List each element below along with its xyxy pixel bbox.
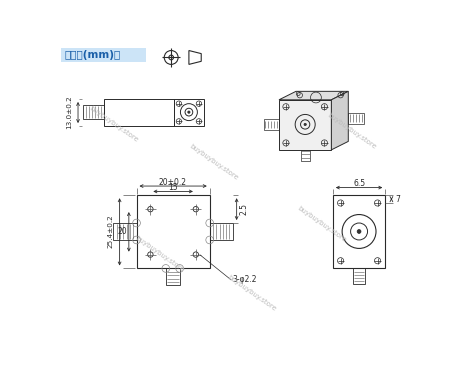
Bar [61, 48, 146, 62]
Text: 外形图(mm)：: 外形图(mm)： [64, 50, 120, 60]
Circle shape [357, 230, 361, 233]
Text: 20±0.2: 20±0.2 [159, 178, 187, 187]
Text: 15: 15 [168, 183, 177, 192]
Circle shape [188, 111, 190, 113]
Text: buybuybuy.store: buybuybuy.store [188, 143, 239, 181]
Bar [113, 223, 136, 240]
Bar [348, 113, 364, 124]
Circle shape [304, 123, 306, 126]
Bar [83, 105, 104, 119]
Bar [353, 268, 365, 284]
Text: 6.5: 6.5 [353, 179, 365, 188]
Text: 20: 20 [118, 227, 127, 236]
Bar [104, 99, 174, 126]
Bar [166, 268, 180, 286]
Polygon shape [279, 91, 348, 100]
Text: buybuybuy.store: buybuybuy.store [134, 235, 185, 273]
Text: buybuybuy.store: buybuybuy.store [226, 274, 277, 312]
Text: 2.5: 2.5 [240, 203, 249, 215]
Bar [174, 99, 204, 126]
Text: buybuybuy.store: buybuybuy.store [88, 105, 139, 143]
Polygon shape [332, 91, 348, 150]
Text: buybuybuy.store: buybuybuy.store [296, 205, 347, 243]
Bar [210, 223, 233, 240]
Bar [301, 150, 310, 161]
Bar [333, 195, 385, 268]
Bar [263, 119, 279, 130]
Bar [279, 100, 332, 150]
Text: 25.4±0.2: 25.4±0.2 [107, 215, 113, 248]
Text: 13.0±0.2: 13.0±0.2 [66, 95, 72, 129]
Text: buybuybuy.store: buybuybuy.store [327, 112, 377, 151]
Text: 3-φ2.2: 3-φ2.2 [233, 275, 257, 284]
Bar [136, 195, 210, 268]
Text: 7: 7 [395, 194, 400, 203]
